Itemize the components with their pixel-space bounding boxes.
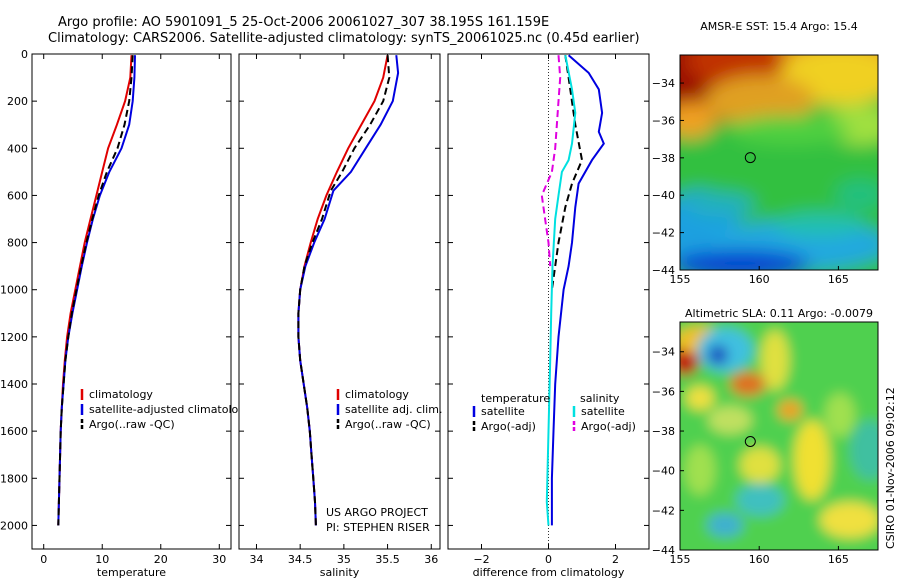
pi-credit: PI: STEPHEN RISER: [326, 521, 430, 534]
x-axis-label: salinity: [320, 566, 360, 579]
legend-label: satellite-adjusted climatology: [89, 403, 252, 416]
temperature-panel: 0 10 20 30 0 200 400 600 800 1000 1200 1400 1600 1800…: [0, 48, 252, 579]
sst-map-frame: [679, 54, 879, 271]
sst-map-title: AMSR-E SST: 15.4 Argo: 15.4: [700, 20, 858, 33]
series-salinity-argo-adj--line: [540, 55, 562, 267]
x-axis-label: temperature: [97, 566, 166, 579]
y-tick-label: 2000: [0, 519, 28, 532]
x-tick-label: 30: [212, 553, 226, 566]
legend-label: Argo(..raw -QC): [89, 418, 175, 431]
temperature-plot-frame: [31, 53, 232, 550]
map-y-tick-label: −38: [652, 152, 675, 165]
legend-salinity-title: salinity: [580, 392, 620, 405]
salinity-plot-frame: [238, 53, 441, 550]
csiro-credit: CSIRO 01-Nov-2006 09:02:12: [884, 387, 897, 549]
x-tick-label: 10: [95, 553, 109, 566]
x-tick-label: 0: [545, 553, 552, 566]
map-y-tick-label: −42: [652, 227, 675, 240]
sst-field: [680, 55, 878, 270]
series-argo-raw-qc--line: [57, 55, 134, 526]
y-tick-label: 200: [7, 95, 28, 108]
salinity-panel: 34 34.5 35 35.5 36 salinity climatology satelli…: [238, 53, 442, 579]
x-tick-label: 34: [249, 553, 263, 566]
y-tick-label: 1000: [0, 284, 28, 297]
y-tick-label: 800: [7, 237, 28, 250]
legend-label: Argo(-adj): [581, 420, 636, 433]
x-tick-label: −2: [473, 553, 489, 566]
legend-label: climatology: [89, 388, 153, 401]
y-tick-label: 1200: [0, 331, 28, 344]
legend-temperature-title: temperature: [481, 392, 550, 405]
sla-map: Altimetric SLA: 0.11 Argo: -0.0079 155 160…: [652, 307, 879, 566]
map-y-tick-label: −36: [652, 114, 675, 127]
series-salinity-satellite-line: [545, 55, 577, 526]
x-tick-label: 35.5: [375, 553, 400, 566]
y-tick-label: 0: [21, 48, 28, 61]
map-x-tick-label: 165: [828, 553, 849, 566]
map-y-tick-label: −44: [652, 264, 675, 277]
legend-label: satellite adj. clim.: [345, 403, 442, 416]
legend-label: satellite: [481, 405, 525, 418]
x-axis-label: difference from climatology: [473, 566, 625, 579]
legend-label: Argo(-adj): [481, 420, 536, 433]
x-tick-label: 2: [612, 553, 619, 566]
x-tick-label: 36: [424, 553, 438, 566]
sla-argo-marker: [744, 436, 756, 447]
sst-argo-marker: [744, 152, 756, 164]
legend-label: climatology: [345, 388, 409, 401]
sst-map: AMSR-E SST: 15.4 Argo: 15.4 155 160 165 −34 −…: [652, 20, 879, 286]
header-line-1: Argo profile: AO 5901091_5 25-Oct-2006 2…: [58, 15, 549, 30]
x-tick-label: 35: [337, 553, 351, 566]
map-x-tick-label: 165: [828, 273, 849, 286]
sla-map-title: Altimetric SLA: 0.11 Argo: -0.0079: [685, 307, 873, 320]
legend-label: satellite: [581, 405, 625, 418]
project-credit: US ARGO PROJECT: [326, 506, 428, 519]
map-y-tick-label: −34: [652, 346, 675, 359]
x-tick-label: 34.5: [288, 553, 313, 566]
sla-map-frame: [679, 321, 879, 551]
map-y-tick-label: −40: [652, 189, 675, 202]
map-y-tick-label: −44: [652, 544, 675, 557]
x-tick-label: 20: [154, 553, 168, 566]
map-y-tick-label: −40: [652, 465, 675, 478]
map-y-tick-label: −38: [652, 425, 675, 438]
series-temperature-satellite-line: [550, 54, 605, 526]
map-x-tick-label: 160: [749, 553, 770, 566]
map-x-tick-label: 155: [670, 273, 691, 286]
map-y-tick-label: −34: [652, 77, 675, 90]
header-line-2: Climatology: CARS2006. Satellite-adjuste…: [48, 31, 640, 46]
y-tick-label: 1800: [0, 472, 28, 485]
y-tick-label: 400: [7, 142, 28, 155]
map-y-tick-label: −36: [652, 385, 675, 398]
y-tick-label: 600: [7, 189, 28, 202]
y-tick-label: 1400: [0, 378, 28, 391]
x-tick-label: 0: [40, 553, 47, 566]
series-argo-raw-qc--line: [297, 55, 391, 526]
y-tick-label: 1600: [0, 425, 28, 438]
map-x-tick-label: 160: [749, 273, 770, 286]
sla-field: [680, 322, 878, 550]
map-y-tick-label: −42: [652, 504, 675, 517]
legend-label: Argo(..raw -QC): [345, 418, 431, 431]
map-x-tick-label: 155: [670, 553, 691, 566]
